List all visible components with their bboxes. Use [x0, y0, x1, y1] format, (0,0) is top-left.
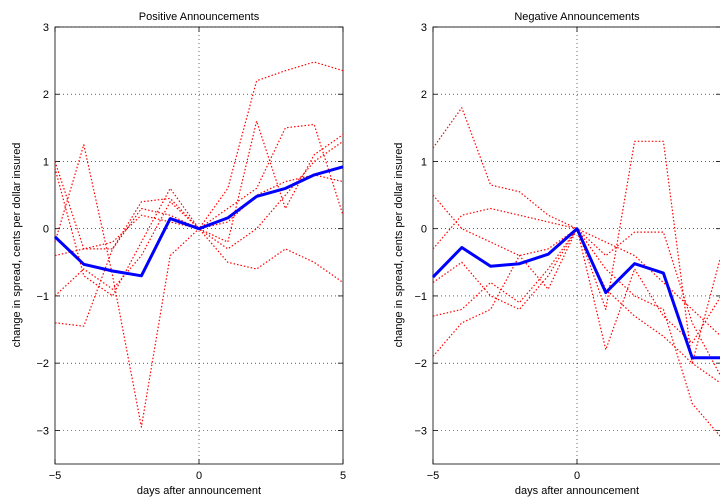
tick-marks	[432, 26, 720, 464]
mean-series-line	[53, 165, 344, 278]
x-tick-label: 0	[574, 470, 580, 482]
individual-series-line	[432, 207, 720, 377]
x-tick-label: 0	[196, 470, 202, 482]
chart-title: Negative Announcements	[514, 11, 640, 23]
y-tick-label: 3	[43, 22, 49, 34]
mean-series-line	[431, 227, 720, 360]
y-tick-label: 3	[421, 22, 427, 34]
chart-title: Positive Announcements	[139, 11, 260, 23]
axes-frame	[432, 26, 720, 465]
y-axis-label: change in spread, cents per dollar insur…	[11, 143, 23, 348]
x-tick-label: 5	[340, 470, 346, 482]
tick-marks	[54, 26, 344, 464]
y-tick-label: −2	[36, 358, 49, 370]
y-tick-label: −3	[414, 425, 427, 437]
x-axis-label: days after announcement	[137, 485, 261, 497]
tick-labels: 3 2 1 0 −1 −2 −3 −5 0	[414, 22, 580, 482]
y-tick-label: 1	[421, 156, 427, 168]
chart-negative-announcements: Negative Announcements days after announ…	[393, 11, 720, 497]
x-tick-label: −5	[427, 470, 440, 482]
tick-labels: 3 2 1 0 −1 −2 −3 −5 0 5	[36, 22, 346, 482]
y-tick-label: 0	[43, 224, 49, 236]
y-tick-label: −1	[414, 291, 427, 303]
y-tick-label: −2	[414, 358, 427, 370]
individual-series-line	[432, 228, 720, 437]
x-axis-label: days after announcement	[515, 485, 639, 497]
axes-frame	[54, 26, 344, 465]
chart-positive-announcements: Positive Announcements days after announ…	[11, 11, 346, 497]
series-lines	[53, 61, 344, 428]
y-tick-label: −1	[36, 291, 49, 303]
individual-series-line	[54, 61, 344, 250]
y-tick-label: 2	[421, 89, 427, 101]
grid-lines	[55, 26, 343, 464]
y-tick-label: 0	[421, 224, 427, 236]
y-tick-label: 2	[43, 89, 49, 101]
y-axis-label: change in spread, cents per dollar insur…	[393, 143, 405, 348]
y-tick-label: 1	[43, 156, 49, 168]
y-tick-label: −3	[36, 425, 49, 437]
x-tick-label: −5	[49, 470, 62, 482]
series-lines	[431, 107, 720, 437]
